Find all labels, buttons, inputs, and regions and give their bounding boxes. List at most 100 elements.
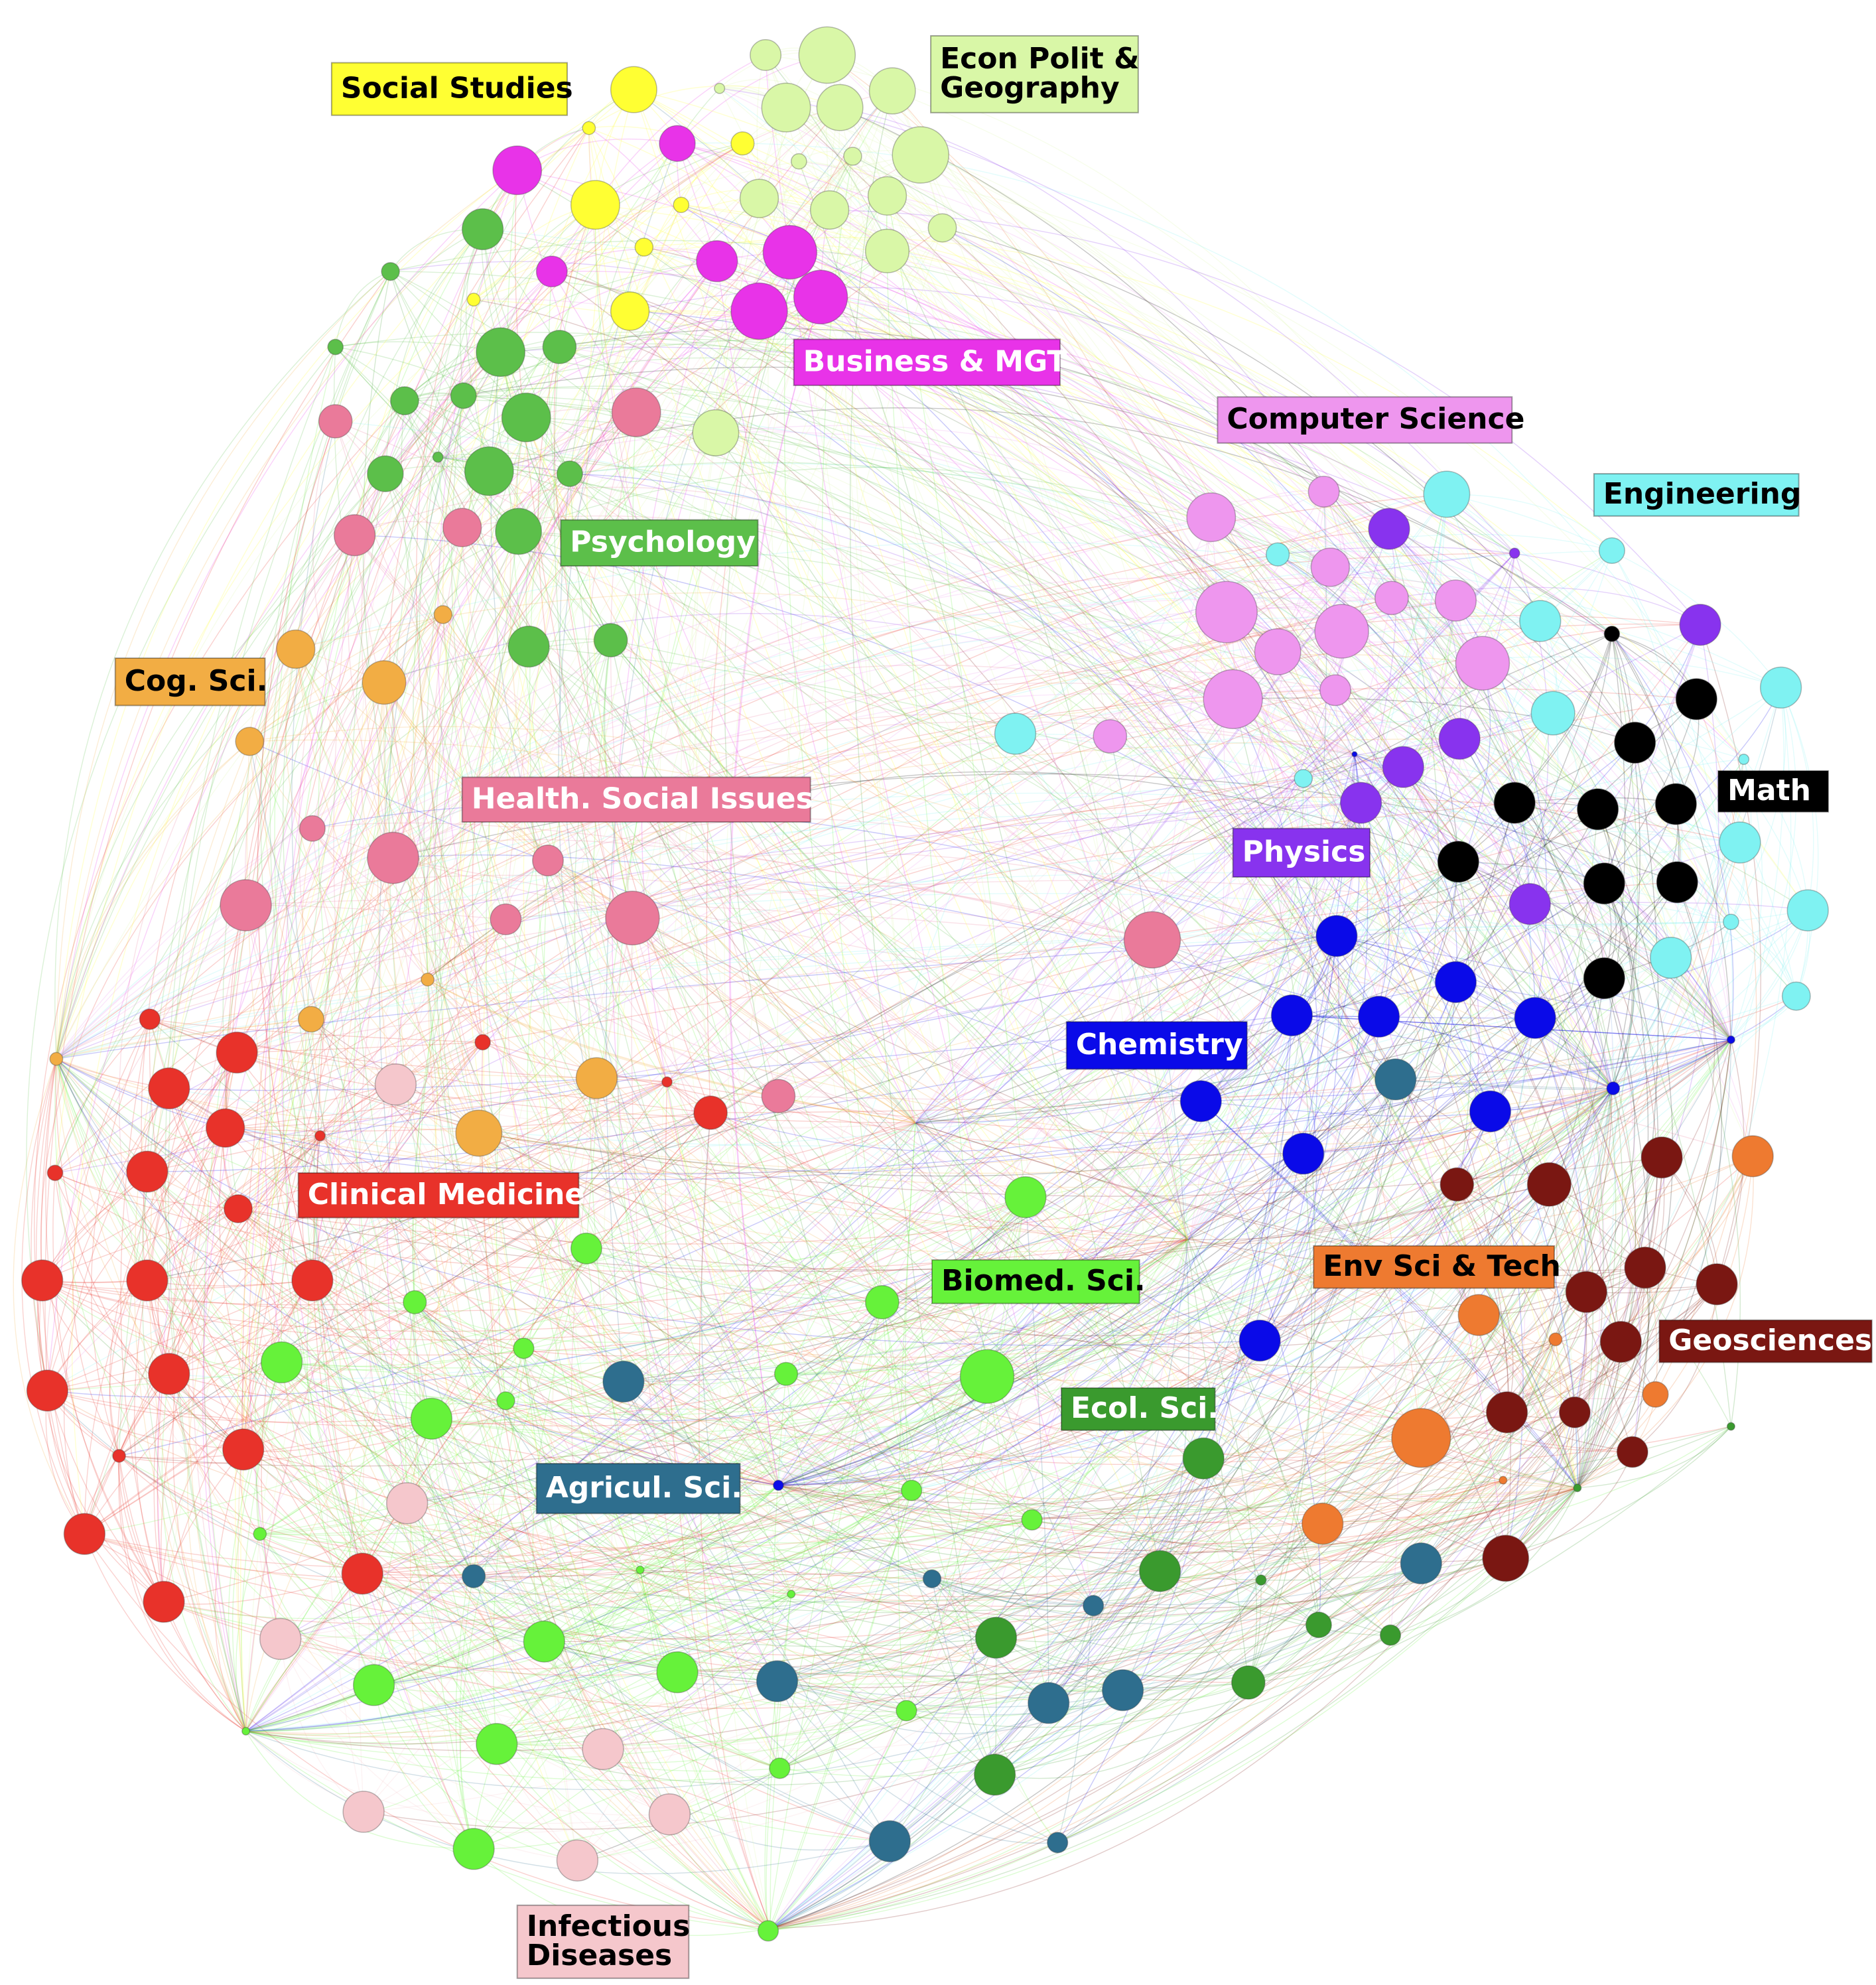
network-edge: [770, 1412, 1575, 1929]
network-edge: [413, 395, 480, 1134]
network-edge: [295, 541, 1781, 689]
network-edge: [291, 421, 474, 1577]
network-edge: [544, 1412, 1575, 1688]
network-edge: [1455, 600, 1732, 1040]
network-edge: [320, 1135, 1578, 1544]
network-edge: [56, 802, 1361, 1060]
network-edge: [630, 310, 1731, 922]
node-infect: [648, 1793, 691, 1836]
network-edge: [505, 1401, 780, 1769]
network-edge: [236, 939, 1153, 1054]
network-edge: [385, 143, 743, 474]
network-edge: [768, 1490, 912, 1931]
node-chem: [1357, 995, 1400, 1038]
node-psych: [464, 446, 514, 496]
network-edge: [551, 271, 1457, 1185]
network-edge: [889, 494, 1447, 1842]
network-edge: [395, 1084, 916, 1130]
network-edge: [1260, 809, 1599, 1581]
network-edge: [1391, 597, 1741, 843]
network-edge: [681, 204, 1745, 760]
network-edge: [431, 1418, 641, 1570]
network-edge: [362, 766, 1404, 1574]
network-edge: [588, 127, 718, 262]
network-edge: [500, 352, 612, 641]
network-edge: [1201, 910, 1808, 1102]
node-cog: [433, 605, 453, 624]
network-edge: [942, 227, 1622, 1342]
node-biomed: [241, 1726, 251, 1736]
network-edge: [147, 1171, 779, 1486]
network-edge: [243, 1122, 916, 1450]
network-edge: [149, 687, 1697, 1020]
network-edge: [426, 456, 444, 615]
network-edge: [373, 1401, 507, 1686]
network-edge: [249, 432, 716, 742]
network-edge: [302, 614, 444, 1020]
network-edge: [1514, 802, 1605, 979]
network-edge: [1456, 1184, 1514, 1412]
network-edge: [163, 210, 831, 1602]
network-edge: [1514, 634, 1613, 803]
network-edge: [257, 421, 336, 1281]
network-edge: [1540, 620, 1732, 922]
node-chem: [1469, 1090, 1512, 1132]
network-edge: [915, 494, 1447, 1124]
network-edge: [56, 979, 428, 1060]
network-edge: [413, 210, 831, 1744]
network-edge: [280, 1638, 545, 1655]
network-edge: [241, 1362, 283, 1732]
network-edge: [478, 1132, 1753, 1244]
network-edge: [52, 1172, 165, 1602]
network-edge: [362, 1239, 1189, 1574]
network-edge: [55, 1059, 363, 1574]
network-edge: [482, 228, 1741, 843]
network-edge: [259, 1373, 787, 1535]
network-edge: [994, 1580, 1262, 1775]
network-edge: [56, 1058, 474, 1850]
network-edge: [1032, 778, 1304, 1521]
network-edge: [887, 195, 1343, 632]
network-edge: [1233, 699, 1598, 810]
node-biomed: [896, 1700, 917, 1722]
network-edge: [915, 883, 1605, 1124]
node-math: [1583, 862, 1625, 905]
network-edge: [986, 600, 1457, 1377]
network-edge: [269, 400, 405, 1574]
network-edge: [602, 1239, 1189, 1750]
node-chem: [1726, 1035, 1735, 1044]
network-edge: [245, 1485, 779, 1732]
network-edge: [778, 1153, 1304, 1486]
network-edge: [777, 1487, 1578, 1699]
node-chem: [1282, 1132, 1325, 1175]
network-edge: [778, 754, 1355, 1486]
node-business: [492, 145, 543, 196]
network-edge: [243, 156, 853, 1450]
node-psych: [450, 382, 477, 409]
network-edge: [1611, 633, 1734, 1040]
network-edge: [630, 310, 1636, 743]
network-edge: [1644, 882, 1715, 1268]
network-edge: [54, 1172, 244, 1450]
node-env: [1731, 1135, 1774, 1178]
network-edge: [785, 107, 1633, 1452]
network-edge: [147, 803, 1676, 1281]
network-edge: [157, 1127, 226, 1375]
network-edge: [1490, 1087, 1614, 1112]
network-edge: [719, 88, 1422, 1438]
node-agri: [461, 1564, 486, 1588]
network-edge: [768, 1184, 1457, 1932]
cluster-label-geo: Geosciences: [1658, 1319, 1873, 1363]
network-edge: [168, 1135, 320, 1374]
network-edge: [586, 1248, 912, 1491]
node-agri: [1374, 1058, 1417, 1101]
network-edge: [778, 1088, 1614, 1486]
node-cs: [1307, 476, 1340, 508]
network-edge: [395, 1084, 1248, 1683]
network-edge: [768, 1157, 1662, 1932]
network-edge: [377, 682, 779, 1486]
network-edge: [387, 261, 718, 1503]
node-infect: [374, 1063, 417, 1106]
network-edge: [602, 1039, 1732, 1750]
network-edge: [882, 1302, 1032, 1521]
